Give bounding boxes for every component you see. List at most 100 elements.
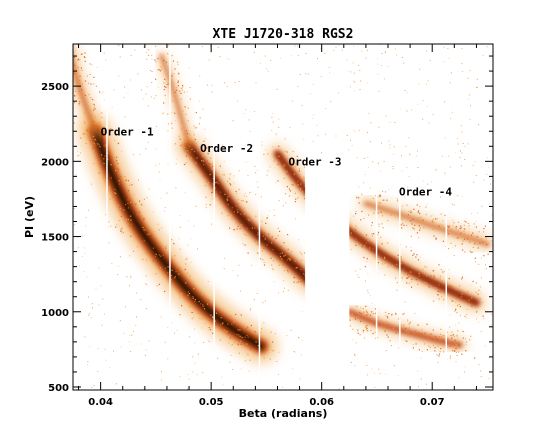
series-scatter-point <box>233 211 235 213</box>
series-scatter-point <box>171 127 173 129</box>
series-scatter-point <box>97 155 99 157</box>
speckle-point <box>116 224 118 226</box>
speckle-point <box>168 44 170 46</box>
speckle-point <box>194 342 196 344</box>
series-scatter-point <box>464 233 466 235</box>
series-scatter-point <box>478 231 480 233</box>
speckle-point <box>261 141 263 143</box>
series-scatter-point <box>116 160 118 162</box>
speckle-point <box>383 160 385 162</box>
speckle-point <box>419 194 421 196</box>
speckle-point <box>73 208 75 210</box>
series-scatter-point <box>432 300 435 302</box>
series-scatter-point <box>385 211 387 213</box>
series-scatter-point <box>468 225 470 227</box>
speckle-point <box>130 351 132 352</box>
series-scatter-point <box>275 238 277 240</box>
speckle-point <box>366 364 368 366</box>
speckle-point <box>113 89 115 91</box>
series-scatter-point <box>203 140 205 142</box>
speckle-point <box>469 70 471 72</box>
series-scatter-point <box>297 197 299 199</box>
series-scatter-point <box>199 317 201 320</box>
series-scatter-point <box>426 323 428 325</box>
speckle-point <box>98 267 100 269</box>
series-scatter-point <box>437 290 440 292</box>
speckle-point <box>272 113 274 115</box>
series-scatter-point <box>432 329 434 331</box>
series-band-stroke <box>346 308 463 348</box>
series-scatter-point <box>431 225 433 227</box>
series-scatter-point <box>125 178 127 181</box>
series-scatter-point <box>424 332 426 334</box>
speckle-point <box>408 282 410 284</box>
speckle-point <box>449 82 451 84</box>
speckle-point <box>448 58 450 59</box>
series-scatter-point <box>105 132 107 134</box>
series-scatter-point <box>432 270 434 272</box>
speckle-point <box>370 187 371 189</box>
series-scatter-point <box>120 207 122 209</box>
speckle-point <box>320 75 322 77</box>
series-scatter-point <box>356 196 358 198</box>
speckle-point <box>350 86 351 88</box>
series-scatter-point <box>247 252 249 254</box>
series-scatter-point <box>187 152 189 154</box>
series-scatter-point <box>407 331 409 333</box>
series-scatter-point <box>242 200 244 202</box>
series-scatter-point <box>374 256 376 258</box>
speckle-point <box>140 343 142 345</box>
speckle-point <box>261 144 263 146</box>
series-scatter-point <box>99 146 101 148</box>
speckle-point <box>444 101 446 103</box>
speckle-point <box>393 365 395 367</box>
series-scatter-point <box>442 335 444 337</box>
series-scatter-point <box>465 350 467 352</box>
series-scatter-point <box>442 289 445 291</box>
series-scatter-point <box>237 343 239 346</box>
series-scatter-point <box>194 138 196 141</box>
speckle-point <box>397 375 399 377</box>
speckle-point <box>456 336 458 338</box>
series-scatter-point <box>297 184 299 186</box>
series-scatter-point <box>104 129 107 132</box>
speckle-point <box>372 161 374 163</box>
series-scatter-point <box>68 43 69 44</box>
series-scatter-point <box>167 113 169 115</box>
series-scatter-point <box>88 93 90 96</box>
series-scatter-point <box>288 188 291 190</box>
series-scatter-point <box>114 188 116 190</box>
series-scatter-point <box>246 343 248 345</box>
series-scatter-point <box>421 333 423 335</box>
series-scatter-point <box>300 183 302 185</box>
series-scatter-point <box>422 219 424 221</box>
series-scatter-point <box>448 248 450 250</box>
series-scatter-point <box>415 256 417 258</box>
speckle-point <box>290 55 292 57</box>
speckle-point <box>202 108 204 110</box>
series-scatter-point <box>361 234 363 236</box>
speckle-point <box>88 296 90 298</box>
series-scatter-point <box>164 85 166 88</box>
speckle-point <box>461 165 462 167</box>
series-scatter-point <box>459 305 462 308</box>
speckle-point <box>192 371 194 373</box>
speckle-point <box>294 45 296 47</box>
series-scatter-point <box>155 61 157 63</box>
series-scatter-point <box>441 279 443 282</box>
series-scatter-point <box>378 202 380 204</box>
speckle-point <box>148 340 150 342</box>
series-scatter-point <box>263 357 265 359</box>
speckle-point <box>188 220 190 222</box>
speckle-point <box>444 172 446 174</box>
y-tick-label: 2000 <box>41 157 69 168</box>
series-scatter-point <box>103 158 105 160</box>
series-scatter-point <box>265 222 267 224</box>
series-scatter-point <box>129 184 131 186</box>
series-scatter-point <box>485 237 487 239</box>
series-scatter-point <box>262 259 264 261</box>
speckle-point <box>282 386 284 388</box>
series-scatter-point <box>454 346 456 348</box>
series-scatter-point <box>206 160 208 162</box>
series-scatter-point <box>267 153 269 155</box>
